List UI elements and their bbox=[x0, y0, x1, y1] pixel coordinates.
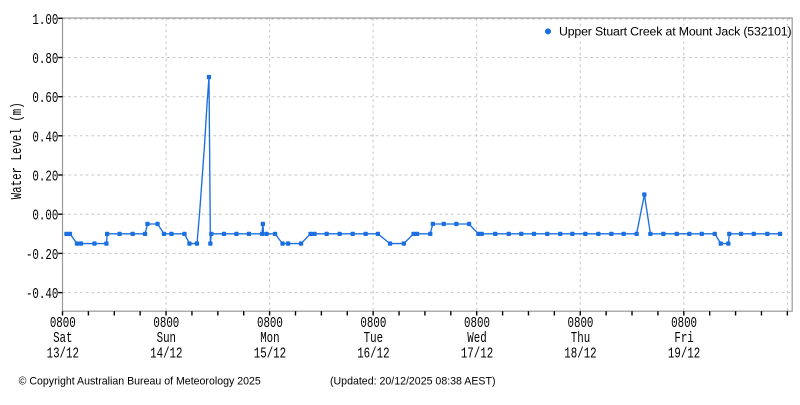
svg-text:Water Level (m): Water Level (m) bbox=[8, 102, 25, 199]
svg-text:0800: 0800 bbox=[464, 314, 490, 331]
svg-text:Sat: Sat bbox=[53, 329, 72, 346]
svg-text:19/12: 19/12 bbox=[668, 345, 700, 362]
svg-text:0800: 0800 bbox=[671, 314, 697, 331]
svg-text:0.00: 0.00 bbox=[32, 207, 58, 224]
svg-text:0800: 0800 bbox=[153, 314, 179, 331]
svg-text:Thu: Thu bbox=[571, 329, 590, 346]
svg-text:0.20: 0.20 bbox=[32, 168, 58, 185]
svg-text:1.00: 1.00 bbox=[32, 11, 58, 28]
svg-text:0.40: 0.40 bbox=[32, 129, 58, 146]
svg-text:13/12: 13/12 bbox=[47, 345, 79, 362]
svg-text:Wed: Wed bbox=[467, 329, 486, 346]
svg-text:0800: 0800 bbox=[257, 314, 283, 331]
svg-text:14/12: 14/12 bbox=[150, 345, 182, 362]
svg-text:Sun: Sun bbox=[157, 329, 176, 346]
svg-text:-0.20: -0.20 bbox=[26, 246, 58, 263]
svg-text:15/12: 15/12 bbox=[254, 345, 286, 362]
svg-text:17/12: 17/12 bbox=[461, 345, 493, 362]
svg-text:Fri: Fri bbox=[674, 329, 694, 346]
svg-text:0.80: 0.80 bbox=[32, 50, 58, 67]
svg-text:18/12: 18/12 bbox=[564, 345, 596, 362]
svg-text:0800: 0800 bbox=[50, 314, 76, 331]
svg-text:Mon: Mon bbox=[260, 329, 279, 346]
svg-text:0800: 0800 bbox=[568, 314, 594, 331]
svg-text:0.60: 0.60 bbox=[32, 90, 58, 107]
svg-text:© Copyright Australian Bureau: © Copyright Australian Bureau of Meteoro… bbox=[19, 375, 261, 387]
svg-text:Upper Stuart Creek at Mount Ja: Upper Stuart Creek at Mount Jack (532101… bbox=[559, 25, 791, 39]
svg-text:0800: 0800 bbox=[360, 314, 386, 331]
svg-text:16/12: 16/12 bbox=[357, 345, 389, 362]
svg-text:(Updated: 20/12/2025 08:38 AES: (Updated: 20/12/2025 08:38 AEST) bbox=[330, 375, 496, 387]
svg-text:-0.40: -0.40 bbox=[26, 285, 58, 302]
svg-text:Tue: Tue bbox=[364, 329, 383, 346]
